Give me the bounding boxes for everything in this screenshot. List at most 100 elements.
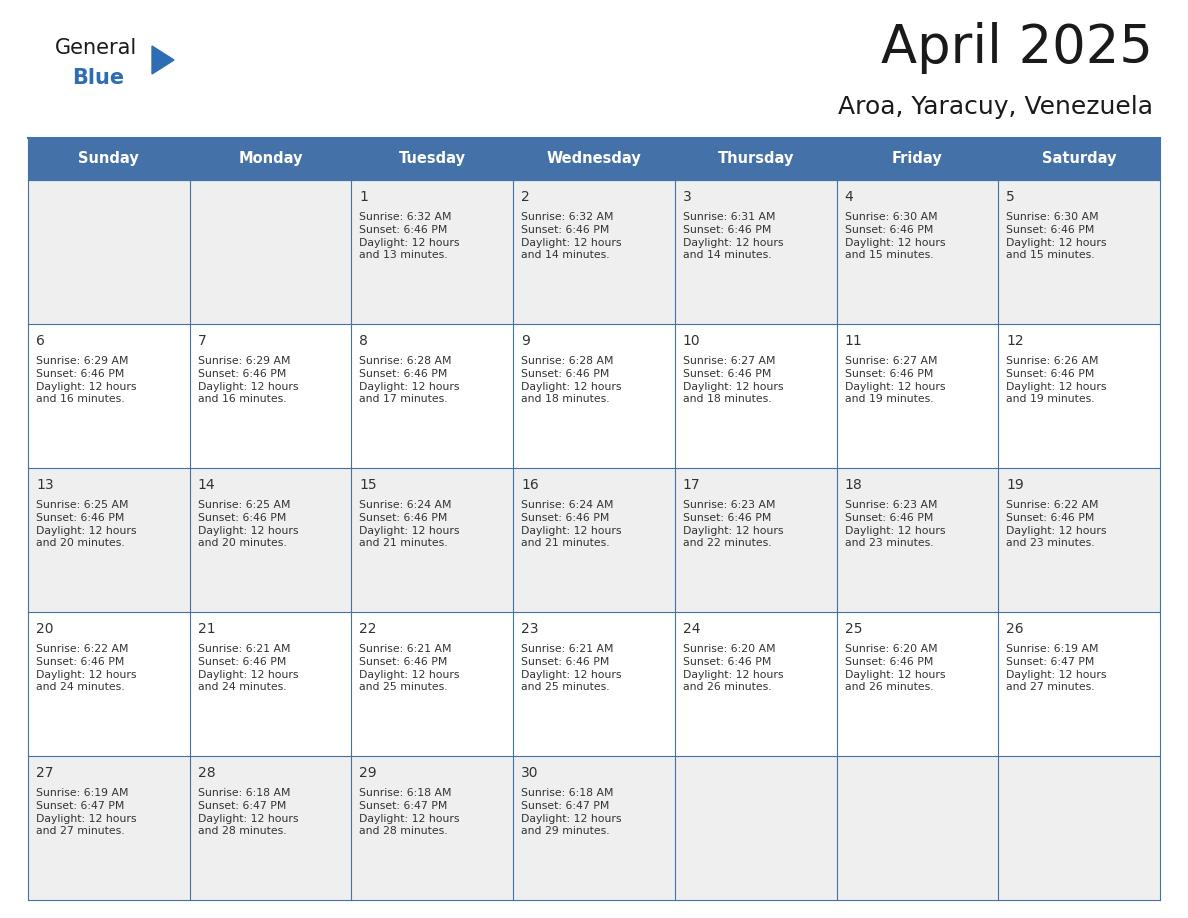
Bar (352, 324, 513, 468)
Text: 9: 9 (522, 334, 530, 348)
Text: Sunrise: 6:25 AM
Sunset: 6:46 PM
Daylight: 12 hours
and 20 minutes.: Sunrise: 6:25 AM Sunset: 6:46 PM Dayligh… (36, 500, 137, 548)
Bar (352, 138, 513, 180)
Bar (998, 324, 1159, 468)
Text: Blue: Blue (72, 68, 124, 88)
Bar (352, 468, 513, 612)
Text: 22: 22 (360, 622, 377, 636)
Text: 15: 15 (360, 478, 377, 492)
Text: 2: 2 (522, 190, 530, 204)
Text: Monday: Monday (239, 151, 303, 166)
Text: Sunrise: 6:30 AM
Sunset: 6:46 PM
Daylight: 12 hours
and 15 minutes.: Sunrise: 6:30 AM Sunset: 6:46 PM Dayligh… (845, 212, 946, 261)
Bar (836, 138, 998, 180)
Text: Sunrise: 6:21 AM
Sunset: 6:46 PM
Daylight: 12 hours
and 24 minutes.: Sunrise: 6:21 AM Sunset: 6:46 PM Dayligh… (197, 644, 298, 692)
Text: Sunrise: 6:32 AM
Sunset: 6:46 PM
Daylight: 12 hours
and 13 minutes.: Sunrise: 6:32 AM Sunset: 6:46 PM Dayligh… (360, 212, 460, 261)
Bar (675, 468, 836, 612)
Text: 11: 11 (845, 334, 862, 348)
Bar (675, 180, 836, 324)
Text: 14: 14 (197, 478, 215, 492)
Text: Sunrise: 6:27 AM
Sunset: 6:46 PM
Daylight: 12 hours
and 18 minutes.: Sunrise: 6:27 AM Sunset: 6:46 PM Dayligh… (683, 356, 783, 405)
Text: 23: 23 (522, 622, 538, 636)
Bar (513, 138, 675, 180)
Text: 16: 16 (522, 478, 539, 492)
Bar (29, 138, 190, 180)
Bar (836, 612, 998, 756)
Text: Sunrise: 6:18 AM
Sunset: 6:47 PM
Daylight: 12 hours
and 28 minutes.: Sunrise: 6:18 AM Sunset: 6:47 PM Dayligh… (197, 788, 298, 836)
Bar (513, 612, 675, 756)
Text: 29: 29 (360, 766, 377, 780)
Text: 3: 3 (683, 190, 691, 204)
Bar (190, 468, 352, 612)
Bar (190, 324, 352, 468)
Bar (29, 756, 190, 900)
Text: 28: 28 (197, 766, 215, 780)
Bar (190, 756, 352, 900)
Bar (675, 324, 836, 468)
Text: 7: 7 (197, 334, 207, 348)
Text: Sunrise: 6:32 AM
Sunset: 6:46 PM
Daylight: 12 hours
and 14 minutes.: Sunrise: 6:32 AM Sunset: 6:46 PM Dayligh… (522, 212, 621, 261)
Text: 13: 13 (36, 478, 53, 492)
Bar (836, 756, 998, 900)
Text: 12: 12 (1006, 334, 1024, 348)
Bar (29, 180, 190, 324)
Text: Sunrise: 6:22 AM
Sunset: 6:46 PM
Daylight: 12 hours
and 24 minutes.: Sunrise: 6:22 AM Sunset: 6:46 PM Dayligh… (36, 644, 137, 692)
Bar (675, 138, 836, 180)
Text: Wednesday: Wednesday (546, 151, 642, 166)
Text: Sunrise: 6:18 AM
Sunset: 6:47 PM
Daylight: 12 hours
and 28 minutes.: Sunrise: 6:18 AM Sunset: 6:47 PM Dayligh… (360, 788, 460, 836)
Bar (513, 180, 675, 324)
Text: Sunrise: 6:27 AM
Sunset: 6:46 PM
Daylight: 12 hours
and 19 minutes.: Sunrise: 6:27 AM Sunset: 6:46 PM Dayligh… (845, 356, 946, 405)
Text: 6: 6 (36, 334, 45, 348)
Text: Sunrise: 6:31 AM
Sunset: 6:46 PM
Daylight: 12 hours
and 14 minutes.: Sunrise: 6:31 AM Sunset: 6:46 PM Dayligh… (683, 212, 783, 261)
Text: Sunrise: 6:20 AM
Sunset: 6:46 PM
Daylight: 12 hours
and 26 minutes.: Sunrise: 6:20 AM Sunset: 6:46 PM Dayligh… (683, 644, 783, 692)
Text: Sunrise: 6:19 AM
Sunset: 6:47 PM
Daylight: 12 hours
and 27 minutes.: Sunrise: 6:19 AM Sunset: 6:47 PM Dayligh… (36, 788, 137, 836)
Bar (190, 612, 352, 756)
Text: Sunrise: 6:28 AM
Sunset: 6:46 PM
Daylight: 12 hours
and 18 minutes.: Sunrise: 6:28 AM Sunset: 6:46 PM Dayligh… (522, 356, 621, 405)
Text: Sunday: Sunday (78, 151, 139, 166)
Text: 17: 17 (683, 478, 701, 492)
Bar (352, 756, 513, 900)
Bar (513, 324, 675, 468)
Text: Aroa, Yaracuy, Venezuela: Aroa, Yaracuy, Venezuela (838, 95, 1154, 119)
Bar (190, 180, 352, 324)
Text: 21: 21 (197, 622, 215, 636)
Bar (836, 468, 998, 612)
Polygon shape (152, 46, 173, 74)
Text: 24: 24 (683, 622, 701, 636)
Text: April 2025: April 2025 (881, 22, 1154, 74)
Bar (836, 180, 998, 324)
Text: Sunrise: 6:28 AM
Sunset: 6:46 PM
Daylight: 12 hours
and 17 minutes.: Sunrise: 6:28 AM Sunset: 6:46 PM Dayligh… (360, 356, 460, 405)
Bar (998, 756, 1159, 900)
Text: Sunrise: 6:29 AM
Sunset: 6:46 PM
Daylight: 12 hours
and 16 minutes.: Sunrise: 6:29 AM Sunset: 6:46 PM Dayligh… (197, 356, 298, 405)
Bar (190, 138, 352, 180)
Bar (352, 612, 513, 756)
Text: Sunrise: 6:22 AM
Sunset: 6:46 PM
Daylight: 12 hours
and 23 minutes.: Sunrise: 6:22 AM Sunset: 6:46 PM Dayligh… (1006, 500, 1107, 548)
Text: Sunrise: 6:25 AM
Sunset: 6:46 PM
Daylight: 12 hours
and 20 minutes.: Sunrise: 6:25 AM Sunset: 6:46 PM Dayligh… (197, 500, 298, 548)
Bar (352, 180, 513, 324)
Text: Thursday: Thursday (718, 151, 794, 166)
Bar (836, 324, 998, 468)
Text: Sunrise: 6:23 AM
Sunset: 6:46 PM
Daylight: 12 hours
and 23 minutes.: Sunrise: 6:23 AM Sunset: 6:46 PM Dayligh… (845, 500, 946, 548)
Text: 1: 1 (360, 190, 368, 204)
Text: 5: 5 (1006, 190, 1015, 204)
Text: General: General (55, 38, 138, 58)
Text: 25: 25 (845, 622, 862, 636)
Text: 4: 4 (845, 190, 853, 204)
Text: Sunrise: 6:18 AM
Sunset: 6:47 PM
Daylight: 12 hours
and 29 minutes.: Sunrise: 6:18 AM Sunset: 6:47 PM Dayligh… (522, 788, 621, 836)
Bar (998, 138, 1159, 180)
Text: Friday: Friday (892, 151, 943, 166)
Bar (29, 324, 190, 468)
Text: 18: 18 (845, 478, 862, 492)
Text: 20: 20 (36, 622, 53, 636)
Text: 26: 26 (1006, 622, 1024, 636)
Bar (513, 756, 675, 900)
Text: Sunrise: 6:29 AM
Sunset: 6:46 PM
Daylight: 12 hours
and 16 minutes.: Sunrise: 6:29 AM Sunset: 6:46 PM Dayligh… (36, 356, 137, 405)
Bar (998, 612, 1159, 756)
Text: Saturday: Saturday (1042, 151, 1117, 166)
Text: Sunrise: 6:30 AM
Sunset: 6:46 PM
Daylight: 12 hours
and 15 minutes.: Sunrise: 6:30 AM Sunset: 6:46 PM Dayligh… (1006, 212, 1107, 261)
Text: 19: 19 (1006, 478, 1024, 492)
Text: Sunrise: 6:21 AM
Sunset: 6:46 PM
Daylight: 12 hours
and 25 minutes.: Sunrise: 6:21 AM Sunset: 6:46 PM Dayligh… (522, 644, 621, 692)
Bar (29, 612, 190, 756)
Text: Sunrise: 6:19 AM
Sunset: 6:47 PM
Daylight: 12 hours
and 27 minutes.: Sunrise: 6:19 AM Sunset: 6:47 PM Dayligh… (1006, 644, 1107, 692)
Text: Tuesday: Tuesday (399, 151, 466, 166)
Text: 30: 30 (522, 766, 538, 780)
Text: Sunrise: 6:21 AM
Sunset: 6:46 PM
Daylight: 12 hours
and 25 minutes.: Sunrise: 6:21 AM Sunset: 6:46 PM Dayligh… (360, 644, 460, 692)
